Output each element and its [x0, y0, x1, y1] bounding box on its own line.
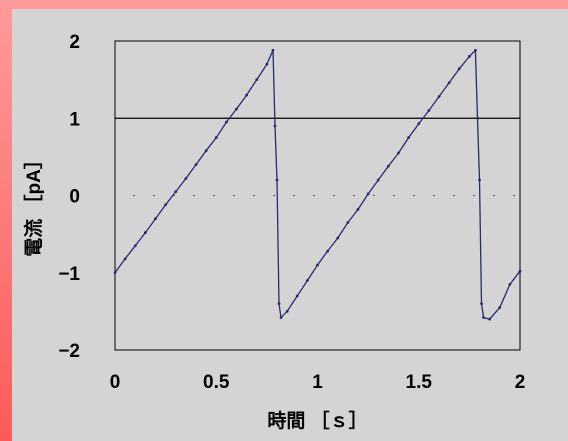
- data-point: [143, 231, 147, 234]
- data-point: [482, 316, 485, 319]
- x-tick-label: 2: [515, 372, 526, 393]
- data-point: [336, 236, 340, 240]
- data-point: [346, 221, 350, 224]
- data-point: [326, 249, 330, 253]
- chart-panel: 0 0.5 1 1.5 2 2 1 0 −1 −2 時間 ［ｓ］ 電流 ［pA］: [12, 9, 568, 441]
- y-tick-label: 2: [69, 32, 80, 53]
- data-point: [407, 136, 411, 139]
- data-point: [164, 203, 168, 207]
- data-point: [273, 124, 277, 128]
- data-point: [295, 294, 299, 298]
- data-point: [386, 164, 390, 168]
- x-tick-label: 0: [110, 372, 121, 393]
- data-point: [285, 309, 289, 313]
- y-axis-title: 電流 ［pA］: [22, 150, 45, 257]
- data-point: [279, 316, 283, 319]
- plot-border: [114, 40, 521, 351]
- data-point: [275, 178, 279, 182]
- x-tick-label: 1: [312, 372, 323, 393]
- data-point: [474, 48, 477, 52]
- data-point: [457, 67, 461, 71]
- data-point: [305, 279, 309, 282]
- data-point: [214, 136, 218, 139]
- data-point: [480, 302, 483, 306]
- chart-svg: 0 0.5 1 1.5 2 2 1 0 −1 −2 時間 ［ｓ］ 電流 ［pA］: [22, 32, 526, 432]
- data-point: [508, 282, 512, 286]
- data-point: [316, 263, 319, 267]
- x-tick-label: 0.5: [203, 372, 230, 393]
- data-point: [488, 317, 492, 321]
- data-point: [271, 48, 275, 52]
- data-point: [376, 178, 380, 182]
- data-point: [366, 192, 370, 196]
- data-point: [427, 109, 431, 112]
- data-point: [498, 306, 502, 309]
- y-tick-label: −2: [58, 341, 80, 362]
- data-point: [447, 81, 451, 85]
- data-point: [245, 93, 249, 97]
- data-point: [437, 95, 441, 99]
- data-point: [204, 149, 208, 153]
- x-tick-label: 1.5: [406, 372, 433, 393]
- data-point: [476, 116, 479, 120]
- data-point: [478, 178, 481, 182]
- data-point: [277, 302, 281, 306]
- data-point: [154, 217, 157, 221]
- data-point: [265, 62, 269, 66]
- data-point: [255, 78, 259, 82]
- data-point: [397, 151, 400, 155]
- y-tick-label: −1: [58, 264, 80, 285]
- data-point: [467, 55, 471, 58]
- data-point: [224, 120, 228, 124]
- data-series-line: [114, 48, 521, 320]
- data-point: [174, 190, 178, 194]
- y-tick-label: 0: [69, 187, 80, 208]
- x-axis-title: 時間 ［ｓ］: [267, 409, 367, 432]
- data-point: [235, 107, 238, 111]
- data-point: [417, 122, 421, 126]
- data-point: [518, 269, 522, 273]
- data-point: [113, 271, 117, 275]
- data-point: [123, 257, 127, 261]
- data-point: [194, 163, 198, 167]
- data-point: [133, 244, 137, 248]
- data-point: [356, 208, 360, 211]
- data-point: [184, 177, 188, 180]
- y-tick-label: 1: [69, 109, 80, 130]
